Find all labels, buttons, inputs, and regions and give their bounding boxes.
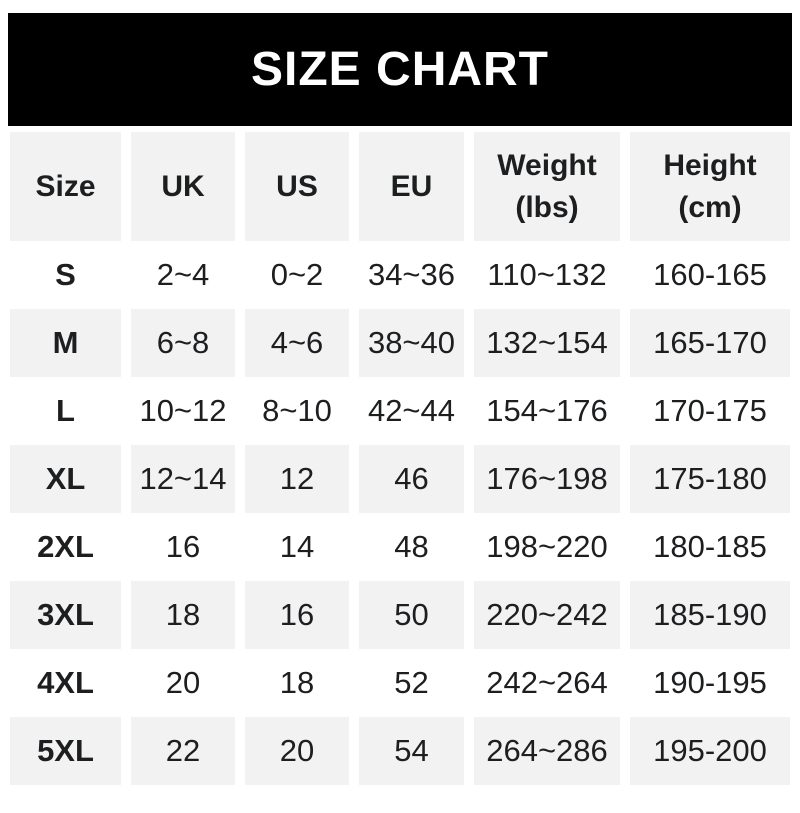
- size-cell: 5XL: [10, 717, 121, 785]
- size-cell: 4XL: [10, 649, 121, 717]
- eu-cell: 50: [359, 581, 464, 649]
- eu-cell: 38~40: [359, 309, 464, 377]
- weight-cell: 264~286: [474, 717, 620, 785]
- column-label-height: Height: [663, 148, 757, 182]
- column-label-uk: UK: [161, 169, 205, 203]
- us-cell: 14: [245, 513, 349, 581]
- header-cell-uk: UK: [131, 132, 235, 241]
- size-cell: XL: [10, 445, 121, 513]
- uk-cell: 2~4: [131, 241, 235, 309]
- us-cell: 4~6: [245, 309, 349, 377]
- weight-cell: 110~132: [474, 241, 620, 309]
- height-cell: 195-200: [630, 717, 790, 785]
- height-cell: 175-180: [630, 445, 790, 513]
- us-cell: 0~2: [245, 241, 349, 309]
- uk-cell: 22: [131, 717, 235, 785]
- eu-cell: 48: [359, 513, 464, 581]
- us-cell: 8~10: [245, 377, 349, 445]
- size-chart-page: SIZE CHART Size UK US EU Weight: [0, 13, 800, 785]
- table-row-3xl: 3XL 18 16 50 220~242 185-190: [10, 581, 790, 649]
- header-cell-us: US: [245, 132, 349, 241]
- column-label-eu: EU: [390, 169, 433, 203]
- header-cell-height: Height (cm): [630, 132, 790, 241]
- column-sublabel-height: (cm): [678, 190, 742, 224]
- column-sublabel-weight: (lbs): [515, 190, 579, 224]
- us-cell: 12: [245, 445, 349, 513]
- page-title: SIZE CHART: [251, 43, 549, 96]
- height-cell: 190-195: [630, 649, 790, 717]
- weight-cell: 242~264: [474, 649, 620, 717]
- uk-cell: 18: [131, 581, 235, 649]
- table-header-row: Size UK US EU Weight (lbs) Height (cm): [10, 132, 790, 241]
- header-cell-weight: Weight (lbs): [474, 132, 620, 241]
- eu-cell: 54: [359, 717, 464, 785]
- size-cell: M: [10, 309, 121, 377]
- uk-cell: 20: [131, 649, 235, 717]
- table-row-s: S 2~4 0~2 34~36 110~132 160-165: [10, 241, 790, 309]
- weight-cell: 220~242: [474, 581, 620, 649]
- size-cell: S: [10, 241, 121, 309]
- uk-cell: 10~12: [131, 377, 235, 445]
- weight-cell: 132~154: [474, 309, 620, 377]
- table-row-xl: XL 12~14 12 46 176~198 175-180: [10, 445, 790, 513]
- height-cell: 165-170: [630, 309, 790, 377]
- size-chart-table: Size UK US EU Weight (lbs) Height (cm): [0, 132, 800, 785]
- height-cell: 170-175: [630, 377, 790, 445]
- eu-cell: 34~36: [359, 241, 464, 309]
- uk-cell: 12~14: [131, 445, 235, 513]
- us-cell: 20: [245, 717, 349, 785]
- uk-cell: 6~8: [131, 309, 235, 377]
- table-row-4xl: 4XL 20 18 52 242~264 190-195: [10, 649, 790, 717]
- us-cell: 16: [245, 581, 349, 649]
- weight-cell: 154~176: [474, 377, 620, 445]
- size-cell: 2XL: [10, 513, 121, 581]
- uk-cell: 16: [131, 513, 235, 581]
- weight-cell: 198~220: [474, 513, 620, 581]
- size-cell: 3XL: [10, 581, 121, 649]
- table-row-2xl: 2XL 16 14 48 198~220 180-185: [10, 513, 790, 581]
- column-label-weight: Weight: [497, 148, 597, 182]
- header-cell-size: Size: [10, 132, 121, 241]
- height-cell: 185-190: [630, 581, 790, 649]
- column-label-size: Size: [35, 169, 96, 203]
- table-row-l: L 10~12 8~10 42~44 154~176 170-175: [10, 377, 790, 445]
- us-cell: 18: [245, 649, 349, 717]
- eu-cell: 52: [359, 649, 464, 717]
- eu-cell: 46: [359, 445, 464, 513]
- height-cell: 160-165: [630, 241, 790, 309]
- weight-cell: 176~198: [474, 445, 620, 513]
- table-row-m: M 6~8 4~6 38~40 132~154 165-170: [10, 309, 790, 377]
- table-row-5xl: 5XL 22 20 54 264~286 195-200: [10, 717, 790, 785]
- banner: SIZE CHART: [8, 13, 792, 126]
- height-cell: 180-185: [630, 513, 790, 581]
- eu-cell: 42~44: [359, 377, 464, 445]
- size-cell: L: [10, 377, 121, 445]
- header-cell-eu: EU: [359, 132, 464, 241]
- column-label-us: US: [276, 169, 318, 203]
